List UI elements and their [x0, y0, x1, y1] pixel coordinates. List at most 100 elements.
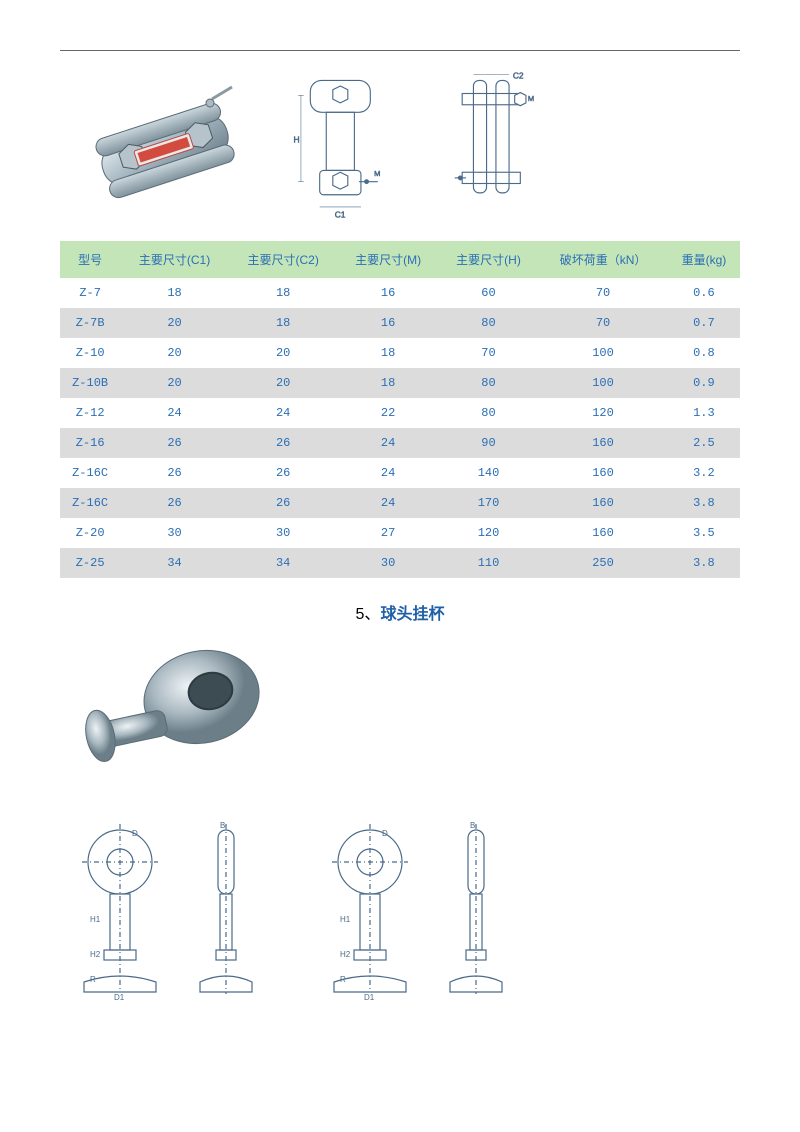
table-cell: Z-10B: [60, 368, 120, 398]
table-cell: Z-7B: [60, 308, 120, 338]
table-cell: 16: [337, 308, 438, 338]
table-cell: 20: [120, 338, 229, 368]
table-cell: 70: [439, 338, 538, 368]
col-m: 主要尺寸(M): [337, 241, 438, 278]
table-cell: 18: [120, 278, 229, 308]
table-row: Z-16262624901602.5: [60, 428, 740, 458]
table-cell: 24: [337, 458, 438, 488]
ball-drawings-row: D H1 H2 R D1 B: [60, 822, 740, 1002]
clevis-drawing-side: C2 M: [430, 71, 560, 221]
table-cell: 70: [538, 308, 668, 338]
table-cell: 0.6: [668, 278, 740, 308]
table-cell: 24: [120, 398, 229, 428]
dim-d1: D1: [114, 993, 125, 1002]
table-cell: Z-10: [60, 338, 120, 368]
table-cell: 3.2: [668, 458, 740, 488]
table-cell: 26: [229, 458, 338, 488]
ball-drawing-side-1: B: [190, 822, 260, 1002]
table-cell: 250: [538, 548, 668, 578]
table-cell: 1.3: [668, 398, 740, 428]
dim-b-2: B: [470, 822, 475, 830]
table-cell: 27: [337, 518, 438, 548]
table-cell: Z-25: [60, 548, 120, 578]
top-rule: [60, 50, 740, 51]
dim-h: H: [293, 134, 299, 144]
dim-r-2: R: [340, 975, 346, 984]
table-cell: 3.5: [668, 518, 740, 548]
dim-c1: C1: [335, 209, 346, 219]
table-cell: 160: [538, 488, 668, 518]
table-cell: 70: [538, 278, 668, 308]
table-cell: 170: [439, 488, 538, 518]
table-cell: 2.5: [668, 428, 740, 458]
table-cell: 80: [439, 398, 538, 428]
table-cell: 0.8: [668, 338, 740, 368]
table-cell: 20: [120, 308, 229, 338]
table-cell: 110: [439, 548, 538, 578]
col-model: 型号: [60, 241, 120, 278]
dim-h2: H2: [90, 950, 101, 959]
table-cell: 160: [538, 428, 668, 458]
table-row: Z-718181660700.6: [60, 278, 740, 308]
ball-head-photo: [60, 642, 280, 792]
table-row: Z-10B202018801000.9: [60, 368, 740, 398]
clevis-image-row: H C1 M C2 M: [60, 71, 740, 221]
table-cell: Z-20: [60, 518, 120, 548]
table-cell: 160: [538, 518, 668, 548]
table-cell: 26: [229, 428, 338, 458]
table-cell: 34: [120, 548, 229, 578]
table-cell: 80: [439, 368, 538, 398]
table-row: Z-253434301102503.8: [60, 548, 740, 578]
col-c1: 主要尺寸(C1): [120, 241, 229, 278]
table-cell: 160: [538, 458, 668, 488]
ball-drawing-front-1: D H1 H2 R D1: [60, 822, 180, 1002]
table-cell: 16: [337, 278, 438, 308]
dim-d: D: [132, 829, 138, 838]
table-cell: 20: [120, 368, 229, 398]
dim-r: R: [90, 975, 96, 984]
table-cell: 60: [439, 278, 538, 308]
table-row: Z-10202018701000.8: [60, 338, 740, 368]
clevis-drawing-front: H C1 M: [280, 71, 410, 221]
col-c2: 主要尺寸(C2): [229, 241, 338, 278]
table-cell: 30: [337, 548, 438, 578]
table-row: Z-203030271201603.5: [60, 518, 740, 548]
table-row: Z-16C2626241701603.8: [60, 488, 740, 518]
table-cell: 22: [337, 398, 438, 428]
table-cell: 18: [229, 278, 338, 308]
table-cell: 100: [538, 368, 668, 398]
spec-table: 型号 主要尺寸(C1) 主要尺寸(C2) 主要尺寸(M) 主要尺寸(H) 破坏荷…: [60, 241, 740, 578]
table-cell: 140: [439, 458, 538, 488]
table-row: Z-12242422801201.3: [60, 398, 740, 428]
section-title: 5、球头挂杯: [60, 600, 740, 624]
table-cell: Z-16: [60, 428, 120, 458]
section-number: 5、: [356, 606, 381, 623]
col-weight: 重量(kg): [668, 241, 740, 278]
dim-h1-2: H1: [340, 915, 351, 924]
table-cell: Z-7: [60, 278, 120, 308]
table-cell: 3.8: [668, 488, 740, 518]
table-cell: 30: [229, 518, 338, 548]
table-cell: 18: [337, 368, 438, 398]
table-cell: 24: [337, 488, 438, 518]
dim-m: M: [374, 169, 380, 178]
table-cell: Z-16C: [60, 488, 120, 518]
table-cell: 20: [229, 338, 338, 368]
dim-h1: H1: [90, 915, 101, 924]
table-cell: 80: [439, 308, 538, 338]
table-cell: 34: [229, 548, 338, 578]
table-cell: 120: [538, 398, 668, 428]
dim-d1-2: D1: [364, 993, 375, 1002]
dim-b: B: [220, 822, 225, 830]
table-cell: 120: [439, 518, 538, 548]
table-cell: Z-16C: [60, 458, 120, 488]
dim-h2-2: H2: [340, 950, 351, 959]
dim-c2: C2: [513, 71, 524, 81]
table-cell: 3.8: [668, 548, 740, 578]
table-cell: 30: [120, 518, 229, 548]
table-row: Z-16C2626241401603.2: [60, 458, 740, 488]
table-cell: 0.9: [668, 368, 740, 398]
table-cell: 18: [229, 308, 338, 338]
table-cell: 26: [120, 428, 229, 458]
table-cell: 18: [337, 338, 438, 368]
